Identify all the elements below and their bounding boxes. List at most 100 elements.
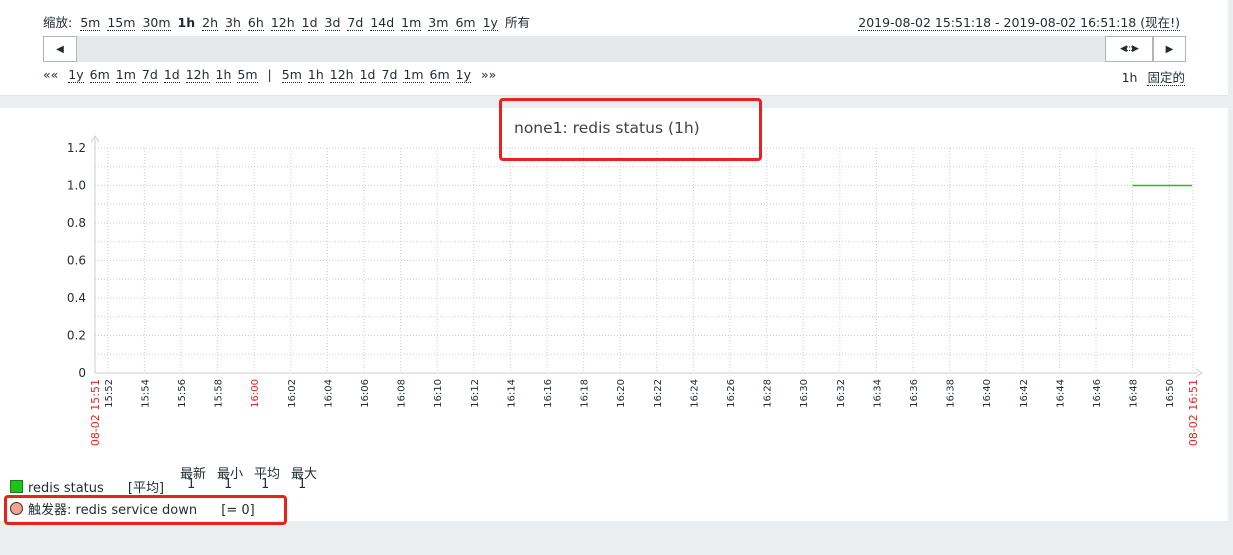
slider-handle[interactable]: ◀:::▶ — [1105, 36, 1153, 62]
x-tick-label: 16:28 — [763, 379, 774, 408]
zoom-row: 缩放: 5m 15m 30m 1h 2h 3h 6h 12h 1d 3d 7d 14d 1m 3m 6m 1y… — [43, 12, 537, 31]
nav-back-1d[interactable]: 1d — [163, 67, 180, 83]
period-value: 1h — [1121, 70, 1138, 85]
scroll-left-button[interactable]: ◀ — [43, 36, 77, 62]
y-tick-label: 0.6 — [67, 254, 86, 268]
navigation-row: «« 1y 6m 1m 7d 1d 12h 1h 5m | 5m 1h 12h 1d 7d 1m 6m 1y… — [43, 67, 502, 83]
nav-forward-5m[interactable]: 5m — [281, 67, 302, 83]
zoom-option-6h[interactable]: 6h — [247, 15, 264, 31]
zoom-option-1m[interactable]: 1m — [401, 15, 422, 31]
x-tick-label: 16:24 — [689, 379, 700, 408]
trigger-color-swatch — [10, 502, 23, 515]
legend-col-value: 1 — [224, 477, 233, 492]
x-tick-label: 16:34 — [872, 379, 883, 408]
zoom-option-30m[interactable]: 30m — [142, 15, 171, 31]
x-tick-label: 16:30 — [799, 379, 810, 408]
nav-end-link[interactable]: »» — [481, 67, 497, 82]
x-tick-label: 16:50 — [1165, 379, 1176, 408]
y-tick-label: 1.0 — [67, 179, 86, 193]
zoom-option-14d[interactable]: 14d — [370, 15, 395, 31]
x-start-label: 08-02 15:51 — [89, 379, 102, 446]
legend-col-value: 1 — [261, 477, 270, 492]
nav-back-7d[interactable]: 7d — [141, 67, 158, 83]
zoom-option-1h[interactable]: 1h — [177, 15, 196, 30]
timeline-slider-track[interactable] — [43, 36, 1185, 62]
time-range-text[interactable]: 2019-08-02 15:51:18 - 2019-08-02 16:51:1… — [858, 15, 1180, 31]
x-tick-label: 16:20 — [616, 379, 627, 408]
x-tick-label: 16:32 — [836, 379, 847, 408]
zoom-option-12h[interactable]: 12h — [270, 15, 295, 31]
scroll-right-button[interactable]: ▶ — [1153, 36, 1186, 62]
y-tick-label: 0 — [78, 366, 86, 380]
x-tick-label: 16:04 — [323, 379, 334, 408]
zoom-label: 缩放: — [43, 15, 73, 30]
nav-back-1y[interactable]: 1y — [68, 67, 84, 83]
legend-col-header: 平均 — [254, 467, 281, 482]
legend-col-header: 最小 — [217, 467, 244, 482]
zoom-option-1y[interactable]: 1y — [482, 15, 498, 31]
nav-forward-12h[interactable]: 12h — [329, 67, 354, 83]
nav-start-link[interactable]: «« — [43, 67, 59, 82]
x-tick-label: 15:56 — [177, 379, 188, 408]
time-range: 2019-08-02 15:51:18 - 2019-08-02 16:51:1… — [858, 12, 1180, 31]
trigger-label: 触发器: redis service down — [28, 503, 198, 518]
period-info: 1h 固定的 — [1122, 67, 1185, 86]
x-tick-label: 16:40 — [982, 379, 993, 408]
nav-back-1m[interactable]: 1m — [115, 67, 136, 83]
zoom-option-5m[interactable]: 5m — [80, 15, 101, 31]
nav-back-5m[interactable]: 5m — [237, 67, 258, 83]
x-tick-label: 16:26 — [726, 379, 737, 408]
nav-forward-6m[interactable]: 6m — [429, 67, 450, 83]
x-tick-label: 16:08 — [397, 379, 408, 408]
zoom-option-3m[interactable]: 3m — [428, 15, 449, 31]
nav-forward-1y[interactable]: 1y — [455, 67, 472, 83]
series-color-swatch — [10, 480, 23, 493]
title-highlight-box — [499, 98, 762, 161]
legend-trigger: 触发器: redis service down [= 0] — [10, 499, 255, 518]
zoom-option-3h[interactable]: 3h — [225, 15, 241, 31]
nav-forward-1h[interactable]: 1h — [307, 67, 324, 83]
x-tick-label: 16:02 — [287, 379, 298, 408]
zoom-option-15m[interactable]: 15m — [107, 15, 136, 31]
x-tick-label: 16:44 — [1055, 379, 1066, 408]
zoom-option-1d[interactable]: 1d — [301, 15, 318, 31]
x-tick-label: 16:48 — [1129, 379, 1140, 408]
legend-col-header: 最新 — [180, 467, 207, 482]
zoom-option-3d[interactable]: 3d — [324, 15, 341, 31]
right-arrow-icon: ▶ — [1165, 43, 1174, 55]
left-arrow-icon: ◀ — [56, 43, 64, 55]
x-tick-label: 16:14 — [506, 379, 517, 408]
y-tick-label: 0.8 — [67, 216, 86, 230]
legend-item-agg: [平均] — [127, 481, 165, 496]
zoom-option-所有[interactable]: 所有 — [504, 15, 530, 30]
nav-back-6m[interactable]: 6m — [89, 67, 110, 83]
legend-col-value: 1 — [187, 477, 196, 492]
x-tick-label: 16:18 — [580, 379, 591, 408]
y-axis-arrow-icon — [90, 135, 100, 143]
x-tick-label: 16:10 — [433, 379, 444, 408]
drag-handle-icon: ◀:::▶ — [1120, 44, 1139, 54]
x-tick-label: 16:36 — [909, 379, 920, 408]
graph-title: none1: redis status (1h) — [514, 119, 700, 137]
zoom-option-7d[interactable]: 7d — [347, 15, 364, 31]
nav-forward-7d[interactable]: 7d — [381, 67, 398, 83]
x-tick-label: 15:54 — [140, 379, 151, 408]
x-tick-label: 16:12 — [470, 379, 481, 408]
legend-col-header: 最大 — [291, 467, 318, 482]
x-tick-label: 15:58 — [214, 379, 225, 408]
nav-back-12h[interactable]: 12h — [185, 67, 210, 83]
zoom-option-6m[interactable]: 6m — [455, 15, 476, 31]
x-tick-label: 16:16 — [543, 379, 554, 408]
y-tick-label: 1.2 — [67, 141, 86, 155]
zoom-option-2h[interactable]: 2h — [202, 15, 219, 31]
x-tick-label: 16:38 — [946, 379, 957, 408]
nav-forward-1d[interactable]: 1d — [359, 67, 376, 83]
nav-back-1h[interactable]: 1h — [215, 67, 232, 83]
x-axis-arrow-icon — [1195, 368, 1203, 378]
legend-item-redis-status: redis status [平均] — [10, 477, 164, 496]
trigger-condition: [= 0] — [221, 503, 255, 518]
nav-forward-1m[interactable]: 1m — [403, 67, 424, 83]
legend-values: 1 1 1 1 — [187, 477, 335, 492]
y-tick-label: 0.2 — [67, 329, 86, 343]
fixed-toggle-link[interactable]: 固定的 — [1147, 70, 1185, 86]
